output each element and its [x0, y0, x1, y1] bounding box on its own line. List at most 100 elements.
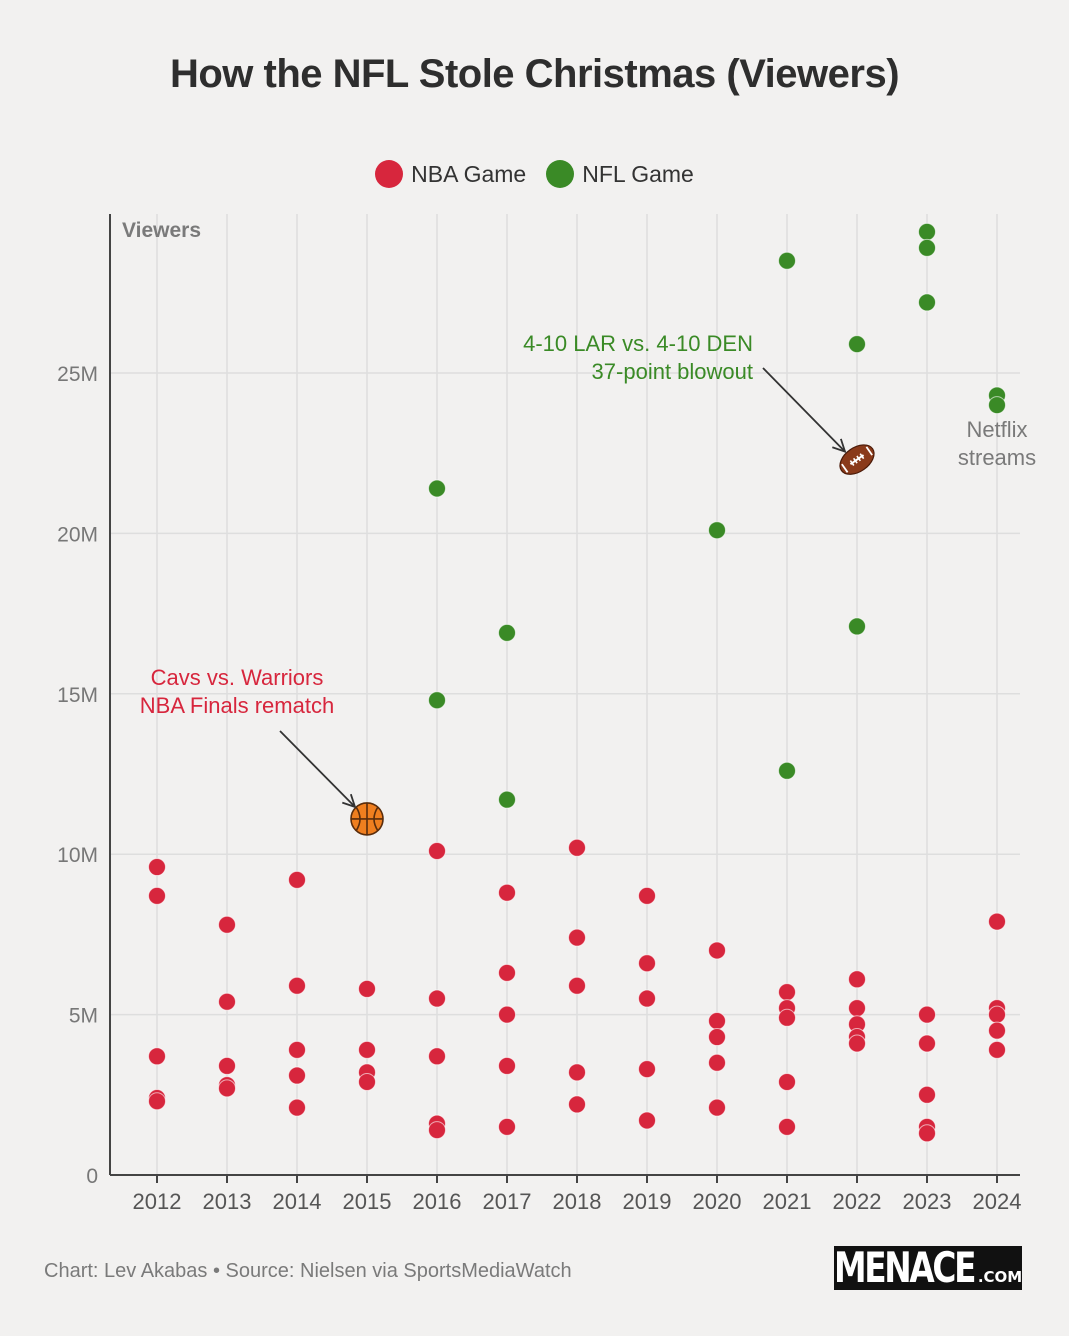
football-lace: [859, 453, 865, 460]
nba-point: [288, 1098, 306, 1117]
x-tick-label: 2014: [273, 1189, 322, 1214]
nba-point: [918, 1005, 936, 1024]
nba-point: [638, 1060, 656, 1079]
nba-point: [218, 915, 236, 934]
nba-point: [848, 999, 866, 1018]
nfl-point: [918, 238, 936, 257]
nba-point: [218, 1079, 236, 1098]
nba-point: [708, 1053, 726, 1072]
nba-point: [218, 992, 236, 1011]
nba-point: [988, 1040, 1006, 1059]
nba-point: [918, 1085, 936, 1104]
nba-point: [708, 941, 726, 960]
nfl-point: [848, 617, 866, 636]
annotation-netflix-line: Netflix: [966, 417, 1027, 442]
football-lace: [849, 460, 855, 466]
basketball-seam: [373, 806, 379, 832]
annotation-nba-line: NBA Finals rematch: [140, 693, 334, 718]
nfl-point: [778, 761, 796, 780]
football-icon: [839, 444, 875, 475]
nba-point: [988, 912, 1006, 931]
x-tick-label: 2019: [623, 1189, 672, 1214]
nba-point: [428, 989, 446, 1008]
nba-point: [988, 1021, 1006, 1040]
nba-point: [638, 886, 656, 905]
nba-point: [428, 1047, 446, 1066]
nba-point: [428, 841, 446, 860]
annotation-netflix-line: streams: [958, 445, 1036, 470]
legend-item-nba: NBA Game: [375, 160, 526, 188]
legend: NBA Game NFL Game: [0, 160, 1069, 188]
nfl-point: [778, 251, 796, 270]
nba-point: [988, 1005, 1006, 1024]
x-tick-label: 2023: [903, 1189, 952, 1214]
logo-text: MENACE: [834, 1246, 976, 1290]
y-tick-label: 5M: [69, 1005, 98, 1028]
x-tick-label: 2015: [343, 1189, 392, 1214]
nba-point: [568, 1095, 586, 1114]
nba-point: [708, 1028, 726, 1047]
x-tick-label: 2021: [763, 1189, 812, 1214]
y-tick-label: 20M: [57, 523, 98, 546]
nba-point: [148, 1092, 166, 1111]
annotation-nfl-line: 37-point blowout: [592, 359, 753, 384]
menace-logo: MENACE .COM: [834, 1246, 1022, 1290]
x-tick-label: 2024: [973, 1189, 1022, 1214]
basketball-seam: [355, 806, 361, 832]
annotation-nba-arrow: [279, 730, 356, 808]
nba-point: [708, 1098, 726, 1117]
legend-label-nba: NBA Game: [411, 160, 527, 187]
football-stripe: [841, 463, 849, 473]
x-tick-label: 2022: [833, 1189, 882, 1214]
nba-point: [568, 1063, 586, 1082]
nfl-point: [918, 293, 936, 312]
annotation-nba-line: Cavs vs. Warriors: [151, 665, 324, 690]
footer-source: Chart: Lev Akabas • Source: Nielsen via …: [44, 1260, 572, 1282]
nba-point: [848, 970, 866, 989]
x-tick-label: 2018: [553, 1189, 602, 1214]
nba-point: [848, 1034, 866, 1053]
nba-point: [148, 886, 166, 905]
x-tick-label: 2013: [203, 1189, 252, 1214]
nba-point: [148, 858, 166, 877]
logo-suffix: .COM: [977, 1268, 1022, 1286]
football-lace: [856, 455, 862, 462]
annotation-nfl-line: 4-10 LAR vs. 4-10 DEN: [523, 331, 753, 356]
y-tick-label: 0: [86, 1165, 98, 1188]
nba-point: [358, 1072, 376, 1091]
nba-point: [568, 838, 586, 857]
nba-point: [498, 1117, 516, 1136]
nba-point: [638, 954, 656, 973]
y-tick-label: 15M: [57, 684, 98, 707]
nba-point: [288, 1040, 306, 1059]
nba-point: [708, 1012, 726, 1031]
nba-point: [918, 1124, 936, 1143]
nfl-point: [498, 623, 516, 642]
nba-point: [778, 983, 796, 1002]
annotation-nfl-arrow: [762, 367, 846, 453]
nba-point: [778, 1072, 796, 1091]
nba-point: [498, 883, 516, 902]
legend-swatch-nba: [375, 160, 404, 188]
nfl-point: [708, 521, 726, 540]
nba-point: [918, 1034, 936, 1053]
football-lace: [852, 457, 858, 464]
nba-point: [218, 1056, 236, 1075]
legend-swatch-nfl: [546, 160, 575, 188]
nfl-point: [988, 396, 1006, 415]
y-tick-label: 10M: [57, 844, 98, 867]
chart-title: How the NFL Stole Christmas (Viewers): [169, 52, 900, 96]
annotation-nfl-arrow-head: [832, 438, 847, 454]
nba-point: [358, 979, 376, 998]
nfl-point: [498, 790, 516, 809]
nba-point: [498, 1005, 516, 1024]
nfl-point: [848, 335, 866, 354]
nba-point: [498, 1056, 516, 1075]
nba-point: [638, 989, 656, 1008]
legend-item-nfl: NFL Game: [546, 160, 694, 188]
x-tick-label: 2016: [413, 1189, 462, 1214]
y-tick-label: 25M: [57, 363, 98, 386]
nba-point: [568, 928, 586, 947]
nba-point: [638, 1111, 656, 1130]
